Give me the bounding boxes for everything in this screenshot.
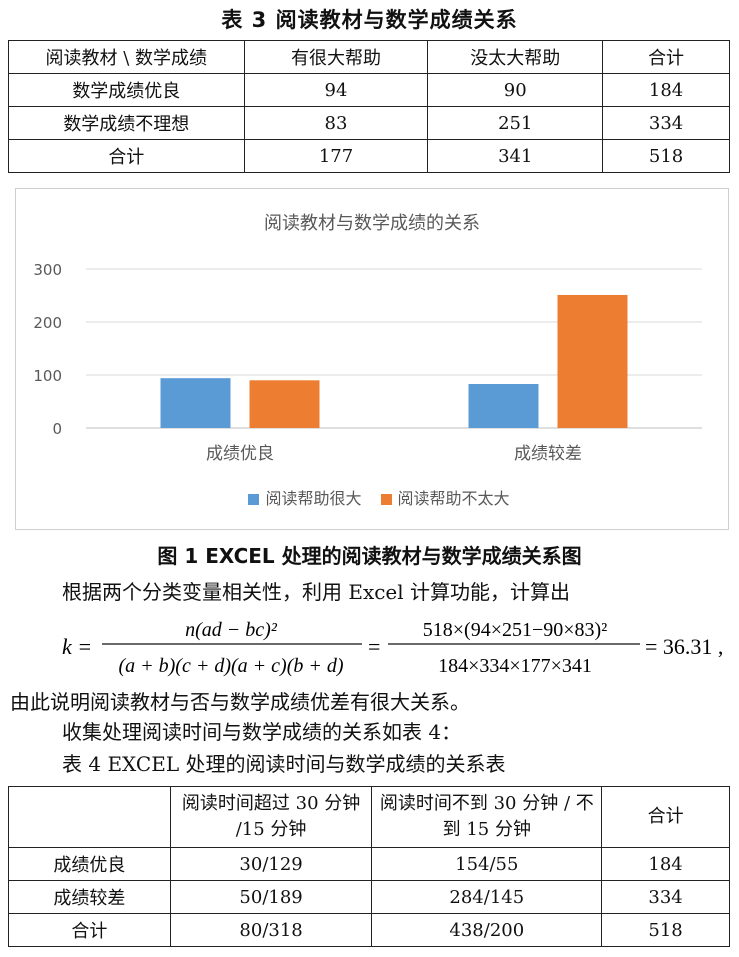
- table4-cell: 80/318: [169, 913, 373, 947]
- table-row: 合计 177 341 518: [8, 139, 730, 173]
- legend-label: 阅读帮助很大: [265, 489, 362, 508]
- table4-cell: 184: [601, 847, 730, 881]
- table3-cell: 251: [427, 106, 604, 140]
- y-tick-label: 0: [52, 420, 62, 438]
- formula-denominator: (a + b)(c + d)(a + c)(b + d): [118, 655, 343, 677]
- figure-caption: 图 1 EXCEL 处理的阅读教材与数学成绩关系图: [157, 544, 582, 568]
- table3-cell: 合计: [8, 139, 245, 173]
- table3-cell: 177: [243, 139, 429, 173]
- equals-sign: =: [368, 634, 380, 659]
- formula-lhs: k =: [62, 634, 92, 659]
- table3-cell: 334: [602, 106, 730, 140]
- table-row: 数学成绩不理想 83 251 334: [8, 106, 730, 140]
- table4-cell: 30/129: [169, 847, 373, 881]
- table4-cell: 成绩较差: [8, 880, 171, 914]
- table4-cell: 成绩优良: [8, 847, 171, 881]
- table3-header-cell: 没太大帮助: [427, 40, 604, 74]
- chart-title: 阅读教材与数学成绩的关系: [264, 213, 480, 234]
- table3-header-cell: 有很大帮助: [243, 40, 429, 74]
- table4-cell: 438/200: [371, 913, 603, 947]
- table3-cell: 518: [602, 139, 730, 173]
- table-row: 成绩较差 50/189 284/145 334: [8, 880, 730, 914]
- y-tick-label: 200: [33, 314, 62, 332]
- bar-series2: [249, 380, 320, 428]
- paragraph-2: 由此说明阅读教材与否与数学成绩优差有很大关系。: [10, 690, 470, 714]
- table4-cell: 合计: [8, 913, 171, 947]
- table3-header-cell: 阅读教材 \ 数学成绩: [8, 40, 245, 74]
- formula-numerator: n(ad − bc)²: [185, 619, 278, 641]
- table3: 阅读教材 \ 数学成绩 有很大帮助 没太大帮助 合计 数学成绩优良 94 90 …: [8, 40, 730, 173]
- table3-cell: 数学成绩优良: [8, 73, 245, 107]
- table-row: 数学成绩优良 94 90 184: [8, 73, 730, 107]
- y-tick-label: 300: [33, 261, 62, 279]
- x-tick-label: 成绩优良: [206, 444, 274, 464]
- table4-header-cell: 阅读时间不到 30 分钟 / 不到 15 分钟: [371, 786, 603, 848]
- table3-cell: 341: [427, 139, 604, 173]
- chart-container: 阅读教材与数学成绩的关系 0 100 200 300 成绩优良 成绩较差 阅读帮助很大 阅…: [15, 188, 729, 530]
- bar-series2: [557, 294, 628, 428]
- paragraph-3: 收集处理阅读时间与数学成绩的关系如表 4：: [62, 720, 462, 744]
- table-row: 合计 80/318 438/200 518: [8, 913, 730, 947]
- table3-cell: 83: [243, 106, 429, 140]
- table3-title: 表 3 阅读教材与数学成绩关系: [221, 8, 518, 32]
- table4-header-cell: [8, 786, 171, 848]
- legend-swatch: [380, 494, 392, 505]
- bar-series1: [468, 384, 539, 428]
- legend-swatch: [248, 494, 260, 505]
- table4-header-cell: 合计: [601, 786, 730, 848]
- table4-cell: 50/189: [169, 880, 373, 914]
- table4-header-row: 阅读时间超过 30 分钟 /15 分钟 阅读时间不到 30 分钟 / 不到 15…: [8, 786, 730, 848]
- table3-cell: 184: [602, 73, 730, 107]
- table3-cell: 94: [243, 73, 429, 107]
- legend-label: 阅读帮助不太大: [397, 489, 510, 508]
- table4-header-cell: 阅读时间超过 30 分钟 /15 分钟: [169, 786, 373, 848]
- formula-numerator-values: 518×(94×251−90×83)²: [423, 619, 607, 641]
- y-tick-label: 100: [33, 367, 62, 385]
- table4-cell: 284/145: [371, 880, 603, 914]
- correlation-formula: k = n(ad − bc)² (a + b)(c + d)(a + c)(b …: [62, 619, 723, 677]
- table4: 阅读时间超过 30 分钟 /15 分钟 阅读时间不到 30 分钟 / 不到 15…: [8, 786, 730, 947]
- paragraph-1: 根据两个分类变量相关性，利用 Excel 计算功能，计算出: [62, 580, 571, 604]
- x-tick-label: 成绩较差: [514, 444, 582, 464]
- formula-denominator-values: 184×334×177×341: [438, 655, 592, 677]
- table3-cell: 90: [427, 73, 604, 107]
- table4-cell: 334: [601, 880, 730, 914]
- bar-chart: 0 100 200 300 成绩优良 成绩较差: [33, 261, 702, 464]
- table3-header-cell: 合计: [602, 40, 730, 74]
- table4-cell: 154/55: [371, 847, 603, 881]
- table3-cell: 数学成绩不理想: [8, 106, 245, 140]
- table3-header-row: 阅读教材 \ 数学成绩 有很大帮助 没太大帮助 合计: [8, 40, 730, 74]
- table4-cell: 518: [601, 913, 730, 947]
- bar-series1: [160, 378, 231, 428]
- chart-legend: 阅读帮助很大 阅读帮助不太大: [16, 485, 728, 509]
- formula-result: = 36.31 ,: [645, 634, 723, 659]
- table4-title: 表 4 EXCEL 处理的阅读时间与数学成绩的关系表: [62, 752, 506, 776]
- table-row: 成绩优良 30/129 154/55 184: [8, 847, 730, 881]
